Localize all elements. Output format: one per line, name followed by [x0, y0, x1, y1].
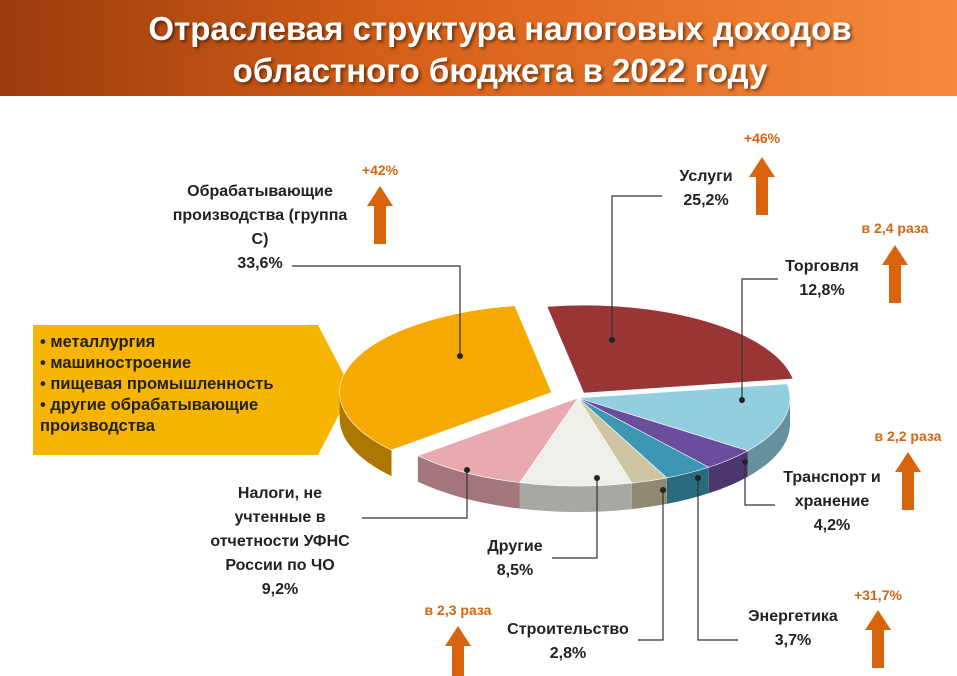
- category-name: Налоги, не учтенные в отчетности УФНС Ро…: [210, 485, 350, 574]
- growth-label: +31,7%: [854, 587, 902, 603]
- leader-dot: [609, 337, 615, 343]
- value-label: 2,8%: [549, 645, 587, 662]
- chart-title: Отраслевая структура налоговых доходов о…: [148, 10, 852, 89]
- slice-side: [747, 398, 790, 477]
- slice-top: [546, 304, 794, 394]
- leader-line: [611, 195, 662, 340]
- slice-top: [339, 305, 553, 451]
- leader-line: [362, 470, 468, 519]
- slice-side: [519, 482, 632, 513]
- category-name: Другие: [487, 538, 543, 555]
- leader-dot: [742, 459, 748, 465]
- growth-label: в 2,2 раза: [874, 428, 942, 444]
- growth-label: +46%: [743, 130, 781, 146]
- growth-arrow: [367, 186, 393, 244]
- slice: [577, 383, 791, 477]
- slice-label: Энергетика 3,7%: [733, 605, 853, 653]
- slice-top: [417, 397, 579, 483]
- value-label: 25,2%: [683, 192, 729, 209]
- value-label: 4,2%: [813, 517, 851, 534]
- slice-label: Налоги, не учтенные в отчетности УФНС Ро…: [200, 482, 360, 602]
- leader-dot: [464, 467, 470, 473]
- slice-side: [339, 392, 392, 477]
- category-name: Транспорт и хранение: [783, 469, 881, 510]
- category-name: Энергетика: [748, 608, 838, 625]
- slice: [339, 305, 553, 477]
- growth-label: в 2,3 раза: [424, 602, 492, 618]
- leader-line: [292, 265, 461, 356]
- slice-label: Обрабатывающие производства (группа С) 33…: [165, 180, 355, 276]
- callout-item: металлургия: [40, 332, 330, 353]
- leader-line: [741, 278, 778, 400]
- slice: [417, 397, 579, 509]
- value-label: 8,5%: [496, 562, 534, 579]
- leader-dot: [739, 397, 745, 403]
- slice-top: [577, 383, 791, 452]
- slice-label: Транспорт и хранение 4,2%: [767, 466, 897, 538]
- growth-arrow: [895, 452, 921, 510]
- leader-line: [638, 490, 664, 641]
- callout: металлургиямашиностроениепищевая промышл…: [40, 332, 330, 437]
- category-name: Строительство: [507, 621, 629, 638]
- growth-label: +42%: [361, 162, 399, 178]
- growth-arrow: [445, 626, 471, 676]
- leader-dot: [594, 475, 600, 481]
- growth-arrow: [882, 245, 908, 303]
- slice-top: [519, 397, 633, 487]
- header-bar: [0, 0, 957, 96]
- category-name: Торговля: [785, 258, 859, 275]
- value-label: 9,2%: [261, 581, 299, 598]
- leader-dot: [695, 475, 701, 481]
- slice-label: Услуги 25,2%: [646, 165, 766, 213]
- slice-side: [631, 477, 667, 510]
- value-label: 3,7%: [774, 632, 812, 649]
- value-label: 33,6%: [237, 255, 283, 272]
- slice: [546, 304, 794, 394]
- slice-label: Торговля 12,8%: [762, 255, 882, 303]
- leader-line: [552, 478, 598, 559]
- growth-arrow: [749, 157, 775, 215]
- callout-item: пищевая промышленность: [40, 374, 330, 395]
- leader-dot: [457, 353, 463, 359]
- leader-line: [744, 462, 775, 506]
- category-name: Обрабатывающие производства (группа С): [172, 183, 348, 248]
- slice-side: [708, 450, 748, 494]
- slice-label: Строительство 2,8%: [498, 618, 638, 666]
- slice: [519, 397, 633, 513]
- slice-label: Другие 8,5%: [470, 535, 560, 583]
- slice-side: [417, 455, 520, 509]
- growth-label: в 2,4 раза: [861, 220, 929, 236]
- leader-line: [697, 478, 738, 641]
- leader-dot: [660, 487, 666, 493]
- category-name: Услуги: [679, 168, 733, 185]
- growth-arrow: [865, 610, 891, 668]
- callout-item: другие обрабатывающие производства: [40, 395, 330, 437]
- callout-item: машиностроение: [40, 353, 330, 374]
- value-label: 12,8%: [799, 282, 845, 299]
